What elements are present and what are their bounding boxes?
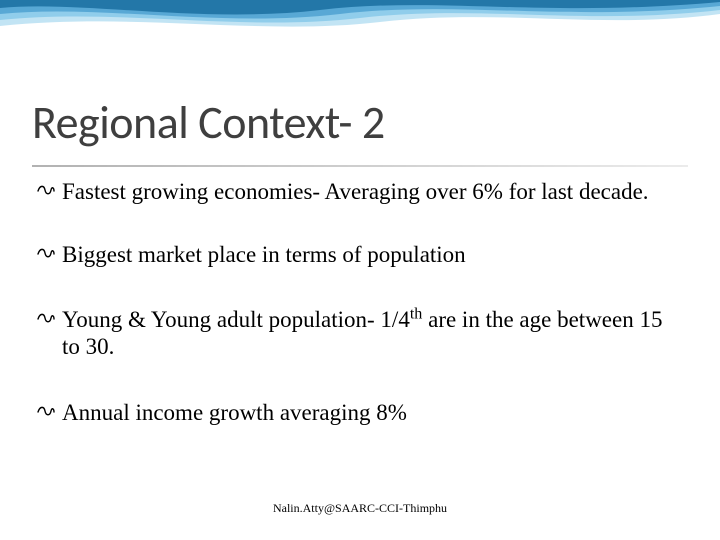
bullet-marker-icon [36, 399, 56, 426]
bullet-list: Fastest growing economies- Averaging ove… [36, 178, 684, 426]
title-underline [32, 165, 688, 167]
bullet-text: Biggest market place in terms of populat… [62, 242, 466, 267]
bullet-item: Biggest market place in terms of populat… [36, 241, 684, 268]
slide-footer: Nalin.Atty@SAARC-CCI-Thimphu [0, 501, 720, 516]
bullet-text: Young & Young adult population- 1/4th ar… [62, 307, 662, 359]
top-wave-decoration [0, 0, 720, 78]
bullet-marker-icon [36, 178, 56, 205]
bullet-text: Fastest growing economies- Averaging ove… [62, 179, 649, 204]
bullet-item: Fastest growing economies- Averaging ove… [36, 178, 684, 205]
bullet-marker-icon [36, 241, 56, 268]
bullet-item: Young & Young adult population- 1/4th ar… [36, 306, 684, 360]
slide-title: Regional Context- 2 [32, 95, 385, 151]
bullet-text: Annual income growth averaging 8% [62, 400, 407, 425]
bullet-item: Annual income growth averaging 8% [36, 399, 684, 426]
slide-container: Regional Context- 2 Fastest growing econ… [0, 0, 720, 540]
bullet-marker-icon [36, 306, 56, 333]
